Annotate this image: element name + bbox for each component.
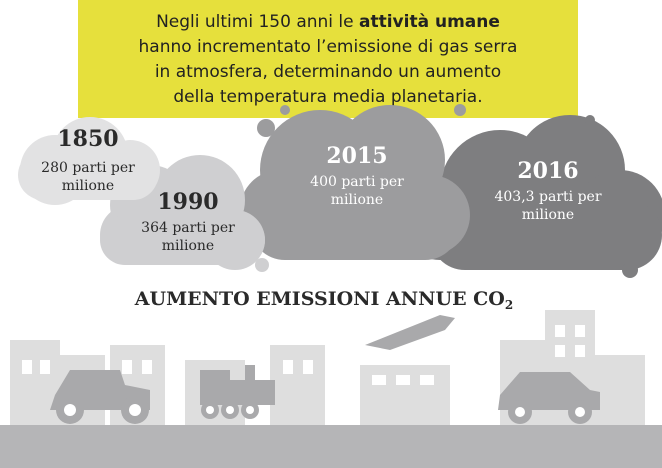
cloud-label: milione	[522, 207, 574, 223]
window-shape	[283, 360, 293, 374]
cloud-year: 2015	[326, 143, 387, 169]
window-shape	[575, 345, 585, 357]
cloud-year: 1990	[157, 189, 218, 215]
cloud-shape	[246, 251, 254, 259]
section-title: AUMENTO EMISSIONI ANNUE CO2	[134, 288, 513, 312]
vehicle-shape	[365, 315, 455, 350]
window-shape	[40, 360, 50, 374]
cloud-shape	[257, 119, 275, 137]
cloud-label: 403,3 parti per	[494, 189, 601, 205]
wheel-hub-shape	[226, 406, 234, 414]
intro-line: della temperatura media planetaria.	[173, 87, 482, 107]
cloud-label: milione	[62, 178, 114, 194]
wheel-hub-shape	[206, 406, 214, 414]
cloud-label: 280 parti per	[41, 160, 135, 176]
window-shape	[303, 360, 313, 374]
cloud-label: 400 parti per	[310, 174, 404, 190]
city-shape	[595, 355, 645, 430]
city-shape	[10, 340, 60, 430]
cloud-year: 2016	[517, 158, 578, 184]
infographic: Negli ultimi 150 anni le attività umane …	[0, 0, 662, 468]
cloud-shape	[454, 104, 466, 116]
intro-text: Negli ultimi 150 anni le	[156, 12, 359, 32]
title-text: AUMENTO EMISSIONI ANNUE CO	[134, 288, 505, 310]
window-shape	[555, 345, 565, 357]
window-shape	[555, 325, 565, 337]
window-shape	[22, 360, 32, 374]
window-shape	[420, 375, 434, 385]
cloud-label: milione	[331, 192, 383, 208]
cloud-label: 364 parti per	[141, 220, 235, 236]
ground-shape	[0, 425, 662, 468]
intro-line: Negli ultimi 150 anni le attività umane	[156, 12, 500, 32]
intro-line: hanno incrementato l’emissione di gas se…	[139, 37, 518, 57]
window-shape	[142, 360, 152, 374]
window-shape	[396, 375, 410, 385]
intro-bold: attività umane	[359, 12, 500, 32]
window-shape	[372, 375, 386, 385]
window-shape	[122, 360, 132, 374]
cloud-year: 1850	[57, 126, 118, 152]
vehicle-shape	[230, 380, 275, 405]
wheel-hub-shape	[64, 404, 76, 416]
wheel-hub-shape	[129, 404, 141, 416]
city-shape	[360, 365, 450, 430]
wheel-hub-shape	[246, 406, 254, 414]
title-subscript: 2	[505, 298, 513, 312]
city-shape	[270, 345, 325, 430]
cloud-label: milione	[162, 238, 214, 254]
vehicle-shape	[200, 370, 230, 405]
window-shape	[575, 325, 585, 337]
wheel-hub-shape	[575, 407, 585, 417]
cloud-shape	[255, 258, 269, 272]
vehicle-shape	[245, 365, 255, 380]
ground	[0, 425, 662, 468]
cloud-shape	[280, 105, 290, 115]
cloud-shape	[622, 262, 638, 278]
wheel-hub-shape	[515, 407, 525, 417]
intro-line: in atmosfera, determinando un aumento	[155, 62, 501, 82]
cloud-shape	[585, 115, 595, 125]
